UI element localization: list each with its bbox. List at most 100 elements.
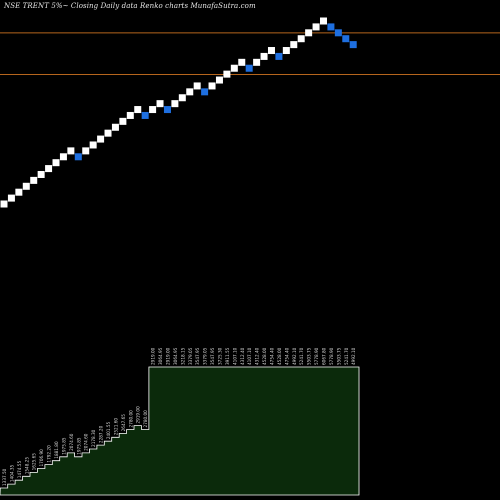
volume-label: 3218.15 xyxy=(180,347,185,365)
volume-label: 3547.95 xyxy=(195,347,200,365)
renko-brick xyxy=(22,182,30,190)
volume-label: 3064.95 xyxy=(173,347,178,365)
renko-brick xyxy=(89,141,97,149)
volume-label: 1474.55 xyxy=(17,461,22,479)
volume-label: 3379.05 xyxy=(188,347,193,365)
renko-brick xyxy=(201,88,209,96)
volume-label: 4107.10 xyxy=(247,347,252,365)
volume-label: 4107.10 xyxy=(232,347,237,365)
reference-lines xyxy=(0,32,500,75)
renko-brick xyxy=(267,47,275,55)
renko-brick xyxy=(111,123,119,131)
volume-label: 1548.25 xyxy=(24,457,29,475)
volume-label: 3064.95 xyxy=(158,347,163,365)
renko-brick xyxy=(171,100,179,108)
renko-brick xyxy=(275,52,283,60)
volume-label: 3547.95 xyxy=(210,347,215,365)
renko-brick xyxy=(15,188,23,196)
volume-label: 1404.35 xyxy=(9,464,14,482)
volume-label: 1706.90 xyxy=(39,449,44,467)
renko-brick xyxy=(349,41,357,49)
renko-brick xyxy=(134,106,142,114)
renko-brick xyxy=(208,82,216,90)
renko-brick xyxy=(30,176,38,184)
renko-brick xyxy=(149,106,157,114)
renko-brick xyxy=(59,153,67,161)
renko-brick xyxy=(319,17,327,25)
renko-brick xyxy=(104,129,112,137)
renko-brick xyxy=(7,194,15,202)
renko-brick xyxy=(260,52,268,60)
renko-brick xyxy=(156,100,164,108)
renko-brick xyxy=(334,29,342,37)
volume-label: 5778.90 xyxy=(329,347,334,365)
renko-brick xyxy=(74,153,82,161)
volume-label: 2647.65 xyxy=(121,414,126,432)
volume-label: 2287.20 xyxy=(99,425,104,443)
volume-label: 5241.70 xyxy=(299,347,304,365)
volume-label: 4312.40 xyxy=(240,347,245,365)
renko-brick xyxy=(238,58,246,66)
volume-label: 2919.00 xyxy=(136,406,141,424)
renko-brick xyxy=(82,147,90,155)
renko-brick xyxy=(52,159,60,167)
renko-brick xyxy=(119,117,127,125)
volume-label: 1975.85 xyxy=(61,437,66,455)
renko-brick xyxy=(297,35,305,43)
renko-brick xyxy=(215,76,223,84)
volume-label: 3911.55 xyxy=(225,347,230,365)
chart-title: NSE TRENT 5%~ Closing Daily data Renko c… xyxy=(4,2,256,10)
renko-brick xyxy=(45,165,53,173)
volume-label: 3379.05 xyxy=(203,347,208,365)
volume-label: 4312.40 xyxy=(255,347,260,365)
volume-area-path xyxy=(0,366,360,496)
volume-label: 2919.00 xyxy=(165,347,170,365)
renko-brick xyxy=(223,70,231,78)
renko-brick xyxy=(342,35,350,43)
volume-label: 4528.00 xyxy=(277,347,282,365)
volume-label: 4754.40 xyxy=(284,347,289,365)
renko-brick xyxy=(327,23,335,31)
volume-label: 2919.00 xyxy=(151,347,156,365)
renko-brick xyxy=(37,170,45,178)
renko-brick xyxy=(312,23,320,31)
volume-label: 2074.60 xyxy=(69,433,74,451)
volume-label: 2178.30 xyxy=(91,429,96,447)
volume-label: 6067.80 xyxy=(321,347,326,365)
renko-brick xyxy=(0,200,8,208)
volume-label: 5503.75 xyxy=(336,347,341,365)
volume-label: 5503.75 xyxy=(307,347,312,365)
renko-brick xyxy=(163,106,171,114)
volume-labels: 1337.50 1404.35 1474.55 1548.25 1625.65 1706.… xyxy=(2,347,356,486)
renko-brick xyxy=(178,94,186,102)
volume-label: 3725.30 xyxy=(217,347,222,365)
renko-brick xyxy=(282,47,290,55)
renko-brick xyxy=(253,58,261,66)
volume-label: 1337.50 xyxy=(2,468,7,486)
volume-label: 2521.60 xyxy=(113,418,118,436)
volume-label: 2401.55 xyxy=(106,422,111,440)
volume-label: 4754.40 xyxy=(269,347,274,365)
renko-brick xyxy=(305,29,313,37)
renko-brick xyxy=(245,64,253,72)
volume-label: 1975.85 xyxy=(76,437,81,455)
volume-label: 4992.10 xyxy=(351,347,356,365)
volume-label: 5241.70 xyxy=(344,347,349,365)
renko-brick xyxy=(290,41,298,49)
volume-label: 1625.65 xyxy=(32,453,37,471)
renko-brick xyxy=(230,64,238,72)
renko-brick xyxy=(193,82,201,90)
renko-brick xyxy=(67,147,75,155)
renko-bricks xyxy=(0,17,357,208)
volume-label: 1792.20 xyxy=(47,445,52,463)
volume-label: 4528.00 xyxy=(262,347,267,365)
volume-area xyxy=(0,366,360,496)
renko-brick xyxy=(141,111,149,119)
renko-brick xyxy=(126,111,134,119)
volume-label: 2074.60 xyxy=(84,433,89,451)
volume-label: 4992.10 xyxy=(292,347,297,365)
volume-label: 1881.80 xyxy=(54,441,59,459)
renko-brick xyxy=(97,135,105,143)
renko-brick xyxy=(186,88,194,96)
